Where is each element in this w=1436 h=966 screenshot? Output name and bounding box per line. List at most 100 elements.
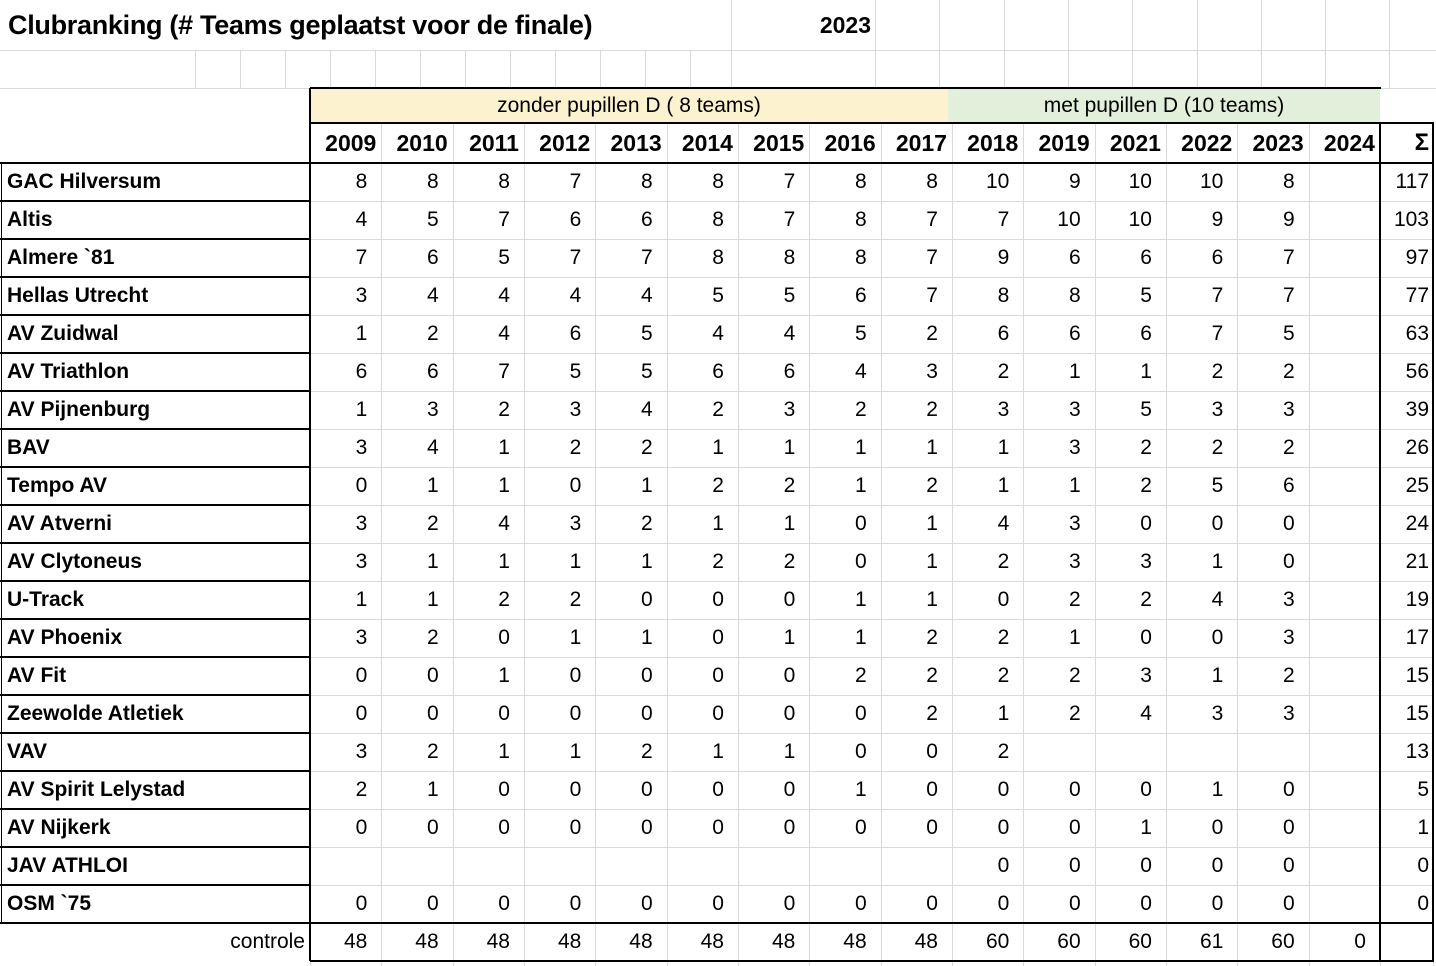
controle-value-cell[interactable]: 61 [1199,930,1224,953]
club-name-cell[interactable]: Tempo AV [7,474,107,497]
value-cell[interactable]: 0 [498,626,510,649]
value-cell[interactable] [1309,771,1380,809]
value-cell[interactable]: 7 [926,208,938,231]
value-cell[interactable]: 0 [783,778,796,801]
value-cell[interactable] [1309,581,1380,619]
value-cell[interactable]: 1 [783,626,796,649]
value-cell[interactable]: 8 [498,170,510,193]
sum-cell[interactable]: 5 [1417,778,1429,801]
sum-cell[interactable]: 0 [1417,892,1429,915]
value-cell[interactable]: 2 [1282,664,1295,687]
value-cell[interactable]: 7 [498,208,510,231]
value-cell[interactable]: 0 [712,778,724,801]
value-cell[interactable]: 2 [926,664,938,687]
sum-cell[interactable]: 25 [1405,474,1429,497]
value-cell[interactable]: 1 [1068,360,1081,383]
club-name-cell[interactable]: BAV [7,436,50,459]
value-cell[interactable]: 0 [712,892,724,915]
value-cell[interactable]: 0 [1140,512,1152,535]
value-cell[interactable]: 1 [498,436,510,459]
value-cell[interactable]: 2 [783,474,796,497]
value-cell[interactable] [1309,467,1380,505]
value-cell[interactable]: 3 [1068,398,1081,421]
value-cell[interactable]: 5 [569,360,582,383]
value-cell[interactable]: 0 [569,702,582,725]
sum-cell[interactable]: 1 [1417,816,1429,839]
value-cell[interactable]: 2 [498,398,510,421]
value-cell[interactable] [1309,695,1380,733]
value-cell[interactable]: 8 [1068,284,1081,307]
club-name-cell[interactable]: AV Zuidwal [7,322,119,345]
value-cell[interactable]: 1 [1068,626,1081,649]
value-cell[interactable]: 0 [1211,512,1224,535]
value-cell[interactable]: 1 [997,474,1010,497]
value-cell[interactable]: 0 [1282,892,1295,915]
value-cell[interactable]: 9 [1068,170,1081,193]
value-cell[interactable]: 1 [854,778,867,801]
value-cell[interactable] [524,847,595,885]
value-cell[interactable]: 3 [1068,550,1081,573]
controle-value-cell[interactable]: 0 [1354,930,1366,953]
value-cell[interactable]: 1 [997,436,1010,459]
year-header-cell[interactable]: 2013 [610,129,662,156]
value-cell[interactable]: 0 [1140,854,1152,877]
value-cell[interactable]: 2 [426,512,439,535]
value-cell[interactable]: 6 [355,360,368,383]
value-cell[interactable]: 5 [640,322,653,345]
value-cell[interactable]: 4 [426,436,439,459]
group-header-met-pupillen[interactable]: met pupillen D (10 teams) [948,88,1380,123]
value-cell[interactable]: 1 [355,588,368,611]
value-cell[interactable]: 2 [997,664,1010,687]
value-cell[interactable] [1237,733,1308,771]
sum-cell[interactable]: 15 [1405,702,1429,725]
value-cell[interactable]: 1 [569,550,582,573]
value-cell[interactable]: 10 [1128,208,1152,231]
value-cell[interactable]: 2 [498,588,510,611]
value-cell[interactable]: 4 [498,284,510,307]
value-cell[interactable]: 1 [498,550,510,573]
value-cell[interactable]: 7 [569,246,582,269]
value-cell[interactable]: 0 [355,664,368,687]
value-cell[interactable]: 8 [712,246,724,269]
value-cell[interactable]: 1 [498,740,510,763]
year-header-cell[interactable]: 2014 [681,129,733,156]
sum-cell[interactable]: 26 [1405,436,1429,459]
value-cell[interactable] [1309,619,1380,657]
value-cell[interactable]: 4 [640,398,653,421]
value-cell[interactable]: 0 [426,816,439,839]
value-cell[interactable]: 3 [1068,512,1081,535]
value-cell[interactable]: 2 [997,360,1010,383]
value-cell[interactable]: 8 [426,170,439,193]
value-cell[interactable]: 0 [997,854,1010,877]
value-cell[interactable]: 3 [1211,702,1224,725]
value-cell[interactable]: 0 [640,664,653,687]
value-cell[interactable]: 2 [1140,436,1152,459]
value-cell[interactable]: 1 [783,512,796,535]
value-cell[interactable]: 5 [1282,322,1295,345]
value-cell[interactable]: 0 [1282,816,1295,839]
value-cell[interactable]: 8 [712,208,724,231]
sum-cell[interactable]: 21 [1405,550,1429,573]
controle-value-cell[interactable]: 60 [1271,930,1295,953]
value-cell[interactable]: 1 [854,588,867,611]
value-cell[interactable]: 0 [1282,854,1295,877]
value-cell[interactable]: 3 [355,740,368,763]
sum-cell[interactable]: 0 [1417,854,1429,877]
value-cell[interactable]: 1 [712,740,724,763]
value-cell[interactable]: 2 [854,664,867,687]
value-cell[interactable]: 8 [854,208,867,231]
value-cell[interactable]: 3 [1282,626,1295,649]
value-cell[interactable]: 0 [355,474,368,497]
value-cell[interactable] [1309,505,1380,543]
value-cell[interactable]: 2 [712,398,724,421]
value-cell[interactable] [1309,201,1380,239]
controle-value-cell[interactable]: 48 [415,930,439,953]
value-cell[interactable]: 8 [997,284,1010,307]
value-cell[interactable]: 2 [997,740,1010,763]
value-cell[interactable] [809,847,880,885]
value-cell[interactable]: 6 [1140,322,1152,345]
sum-cell[interactable]: 77 [1405,284,1429,307]
value-cell[interactable]: 1 [640,550,653,573]
value-cell[interactable]: 2 [997,550,1010,573]
controle-value-cell[interactable]: 48 [914,930,938,953]
